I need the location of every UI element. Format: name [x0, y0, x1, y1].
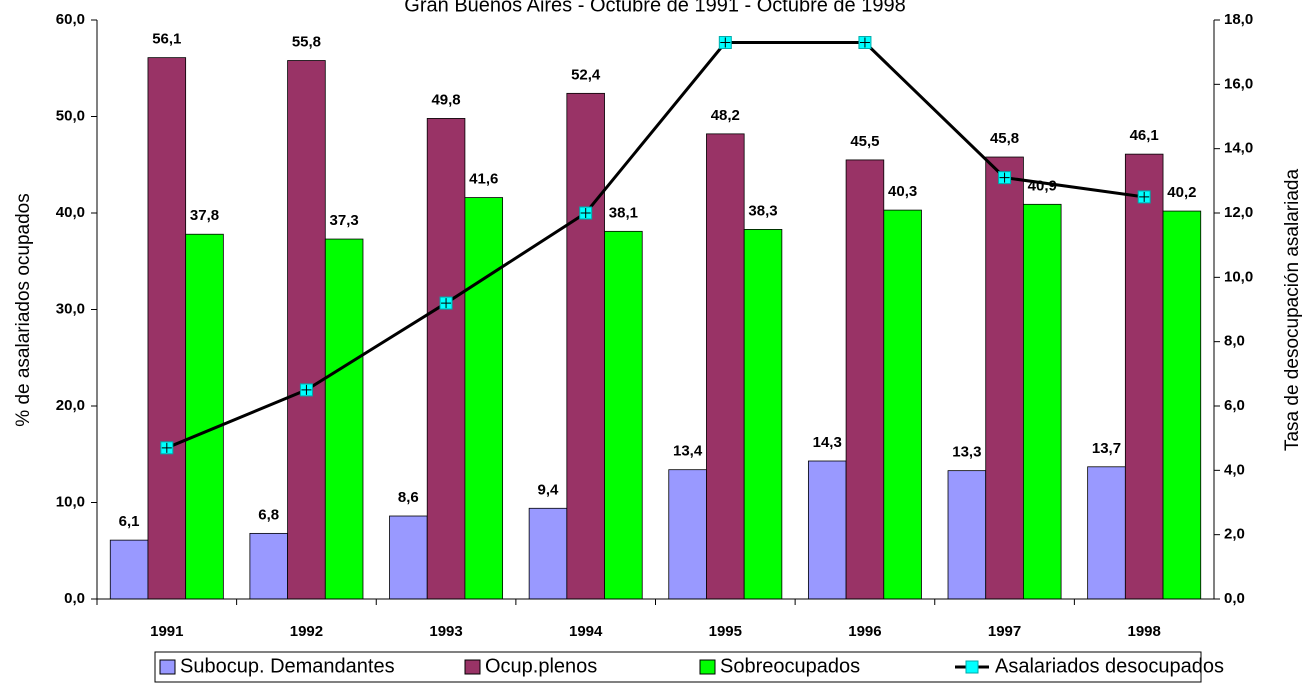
- y-tick-label: 0,0: [64, 590, 85, 607]
- bar: [1023, 203, 1062, 600]
- x-tick-label: 1994: [569, 623, 603, 640]
- y-tick-label: 40,0: [56, 204, 85, 221]
- bar: [147, 57, 187, 600]
- bar: [1087, 466, 1126, 600]
- bar: [743, 229, 783, 600]
- data-label: 40,9: [1028, 177, 1057, 194]
- y2-tick-label: 8,0: [1224, 333, 1245, 350]
- bar: [528, 507, 568, 600]
- marker-cross: [1139, 191, 1150, 202]
- y-tick-label: 50,0: [56, 107, 85, 124]
- legend-swatch: [699, 659, 716, 675]
- data-label: 14,3: [813, 434, 842, 451]
- bar: [1162, 210, 1202, 600]
- legend-label: Asalariados desocupados: [995, 655, 1224, 677]
- legend-marker: [965, 660, 979, 674]
- bar: [947, 470, 987, 600]
- marker-cross: [441, 298, 452, 309]
- bar: [604, 230, 643, 600]
- y2-tick-label: 2,0: [1224, 526, 1245, 543]
- line: [166, 41, 1145, 450]
- legend-label: Subocup. Demandantes: [180, 655, 395, 677]
- marker-cross: [720, 37, 731, 48]
- data-label: 49,8: [431, 91, 460, 108]
- data-label: 40,2: [1167, 184, 1196, 201]
- bar: [185, 233, 224, 600]
- y-tick-label: 10,0: [56, 493, 85, 510]
- bar: [109, 539, 149, 600]
- data-label: 55,8: [292, 33, 321, 50]
- y-tick-label: 60,0: [56, 11, 85, 28]
- data-label: 52,4: [571, 66, 601, 83]
- data-label: 45,5: [850, 133, 879, 150]
- bar: [985, 156, 1024, 600]
- data-label: 13,3: [952, 444, 981, 461]
- bar: [287, 60, 326, 600]
- data-label: 48,2: [711, 107, 740, 124]
- y2-tick-label: 6,0: [1224, 397, 1245, 414]
- data-label: 46,1: [1130, 127, 1159, 144]
- bar: [706, 133, 745, 600]
- bar: [668, 469, 707, 600]
- y2-tick-label: 0,0: [1224, 590, 1245, 607]
- bar: [464, 197, 504, 600]
- data-label: 6,8: [258, 506, 279, 523]
- x-tick-label: 1992: [290, 623, 323, 640]
- x-tick-label: 1991: [150, 623, 183, 640]
- data-label: 41,6: [469, 171, 498, 188]
- legend-label: Ocup.plenos: [485, 655, 597, 677]
- legend-box: [154, 651, 1202, 683]
- y2-tick-label: 10,0: [1224, 268, 1253, 285]
- bar: [845, 159, 885, 600]
- y-tick-label: 20,0: [56, 397, 85, 414]
- bar: [426, 118, 466, 600]
- legend-label: Sobreocupados: [720, 655, 860, 677]
- marker-cross: [161, 442, 172, 453]
- marker-cross: [999, 172, 1010, 183]
- bar: [1124, 153, 1164, 600]
- y2-tick-label: 18,0: [1224, 11, 1253, 28]
- y-tick-label: 30,0: [56, 300, 85, 317]
- y2-tick-label: 4,0: [1224, 461, 1245, 478]
- data-label: 38,1: [609, 204, 638, 221]
- y2-tick-label: 14,0: [1224, 140, 1253, 157]
- data-label: 13,7: [1092, 440, 1121, 457]
- bar: [807, 460, 847, 600]
- x-tick-label: 1995: [709, 623, 742, 640]
- marker-cross: [301, 384, 312, 395]
- data-label: 9,4: [538, 481, 560, 498]
- bar: [883, 209, 922, 600]
- y2-tick-label: 12,0: [1224, 204, 1253, 221]
- x-tick-label: 1997: [988, 623, 1021, 640]
- y2-axis-title: Tasa de desocupación asalariada: [1282, 169, 1303, 451]
- y-axis-title: % de asalariados ocupados: [13, 193, 34, 426]
- legend-swatch: [159, 659, 176, 675]
- data-label: 40,3: [888, 183, 917, 200]
- data-label: 38,3: [748, 202, 777, 219]
- data-label: 37,8: [190, 207, 219, 224]
- legend-swatch: [464, 659, 481, 675]
- marker-cross: [859, 37, 870, 48]
- bar: [249, 532, 288, 600]
- data-label: 37,3: [330, 212, 359, 229]
- bar: [566, 92, 605, 600]
- data-label: 13,4: [673, 443, 703, 460]
- chart-title: Gran Buenos Aires - Octubre de 1991 - Oc…: [404, 0, 905, 16]
- y2-tick-label: 16,0: [1224, 75, 1253, 92]
- x-tick-label: 1993: [429, 623, 462, 640]
- x-tick-label: 1998: [1128, 623, 1161, 640]
- bar: [389, 515, 428, 600]
- data-label: 8,6: [398, 489, 419, 506]
- data-label: 6,1: [119, 513, 140, 530]
- bar: [324, 238, 364, 600]
- data-label: 45,8: [990, 130, 1019, 147]
- marker-cross: [580, 208, 591, 218]
- x-tick-label: 1996: [848, 623, 881, 640]
- data-label: 56,1: [152, 31, 181, 48]
